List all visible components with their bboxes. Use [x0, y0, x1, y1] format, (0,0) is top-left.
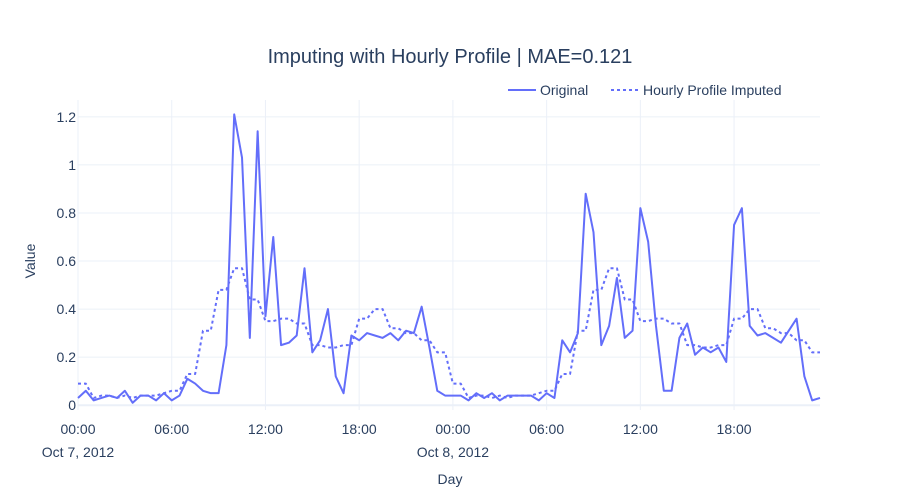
legend-item-original[interactable]: Original [508, 82, 588, 98]
y-tick-label: 0.8 [57, 205, 77, 221]
y-tick-label: 0.4 [57, 301, 77, 317]
legend[interactable]: Original Hourly Profile Imputed [508, 82, 782, 98]
series-line-original [77, 113, 821, 404]
series-line-hourly-profile-imputed [78, 267, 820, 399]
y-tick-label: 0 [68, 397, 76, 413]
x-tick-date-label: Oct 7, 2012 [42, 444, 115, 460]
legend-label-original: Original [540, 82, 588, 98]
x-tick-label: 12:00 [623, 421, 658, 437]
legend-label-hourly-profile-imputed: Hourly Profile Imputed [643, 82, 782, 98]
x-axis-tick-labels: 00:00 Oct 7, 2012 06:00 12:00 18:00 00:00 Oct … [42, 421, 752, 460]
x-tick-label: 18:00 [717, 421, 752, 437]
x-tick-label: 06:00 [154, 421, 189, 437]
x-tick-label: 00:00 [60, 421, 95, 437]
legend-item-hourly-profile-imputed[interactable]: Hourly Profile Imputed [611, 82, 782, 98]
y-tick-label: 0.2 [57, 349, 77, 365]
y-axis-title: Value [22, 243, 38, 278]
series-lines [77, 113, 821, 404]
y-tick-label: 1.2 [57, 109, 77, 125]
chart-title: Imputing with Hourly Profile | MAE=0.121 [268, 46, 633, 68]
x-tick-label: 00:00 [435, 421, 470, 437]
x-tick-label: 06:00 [529, 421, 564, 437]
x-axis-title: Day [438, 471, 463, 487]
y-axis-tick-labels: 0 0.2 0.4 0.6 0.8 1 1.2 [57, 109, 77, 413]
y-tick-label: 1 [68, 157, 76, 173]
x-tick-label: 12:00 [248, 421, 283, 437]
y-tick-label: 0.6 [57, 253, 77, 269]
x-tick-label: 18:00 [342, 421, 377, 437]
x-tick-date-label: Oct 8, 2012 [417, 444, 490, 460]
grid-lines [77, 100, 820, 410]
